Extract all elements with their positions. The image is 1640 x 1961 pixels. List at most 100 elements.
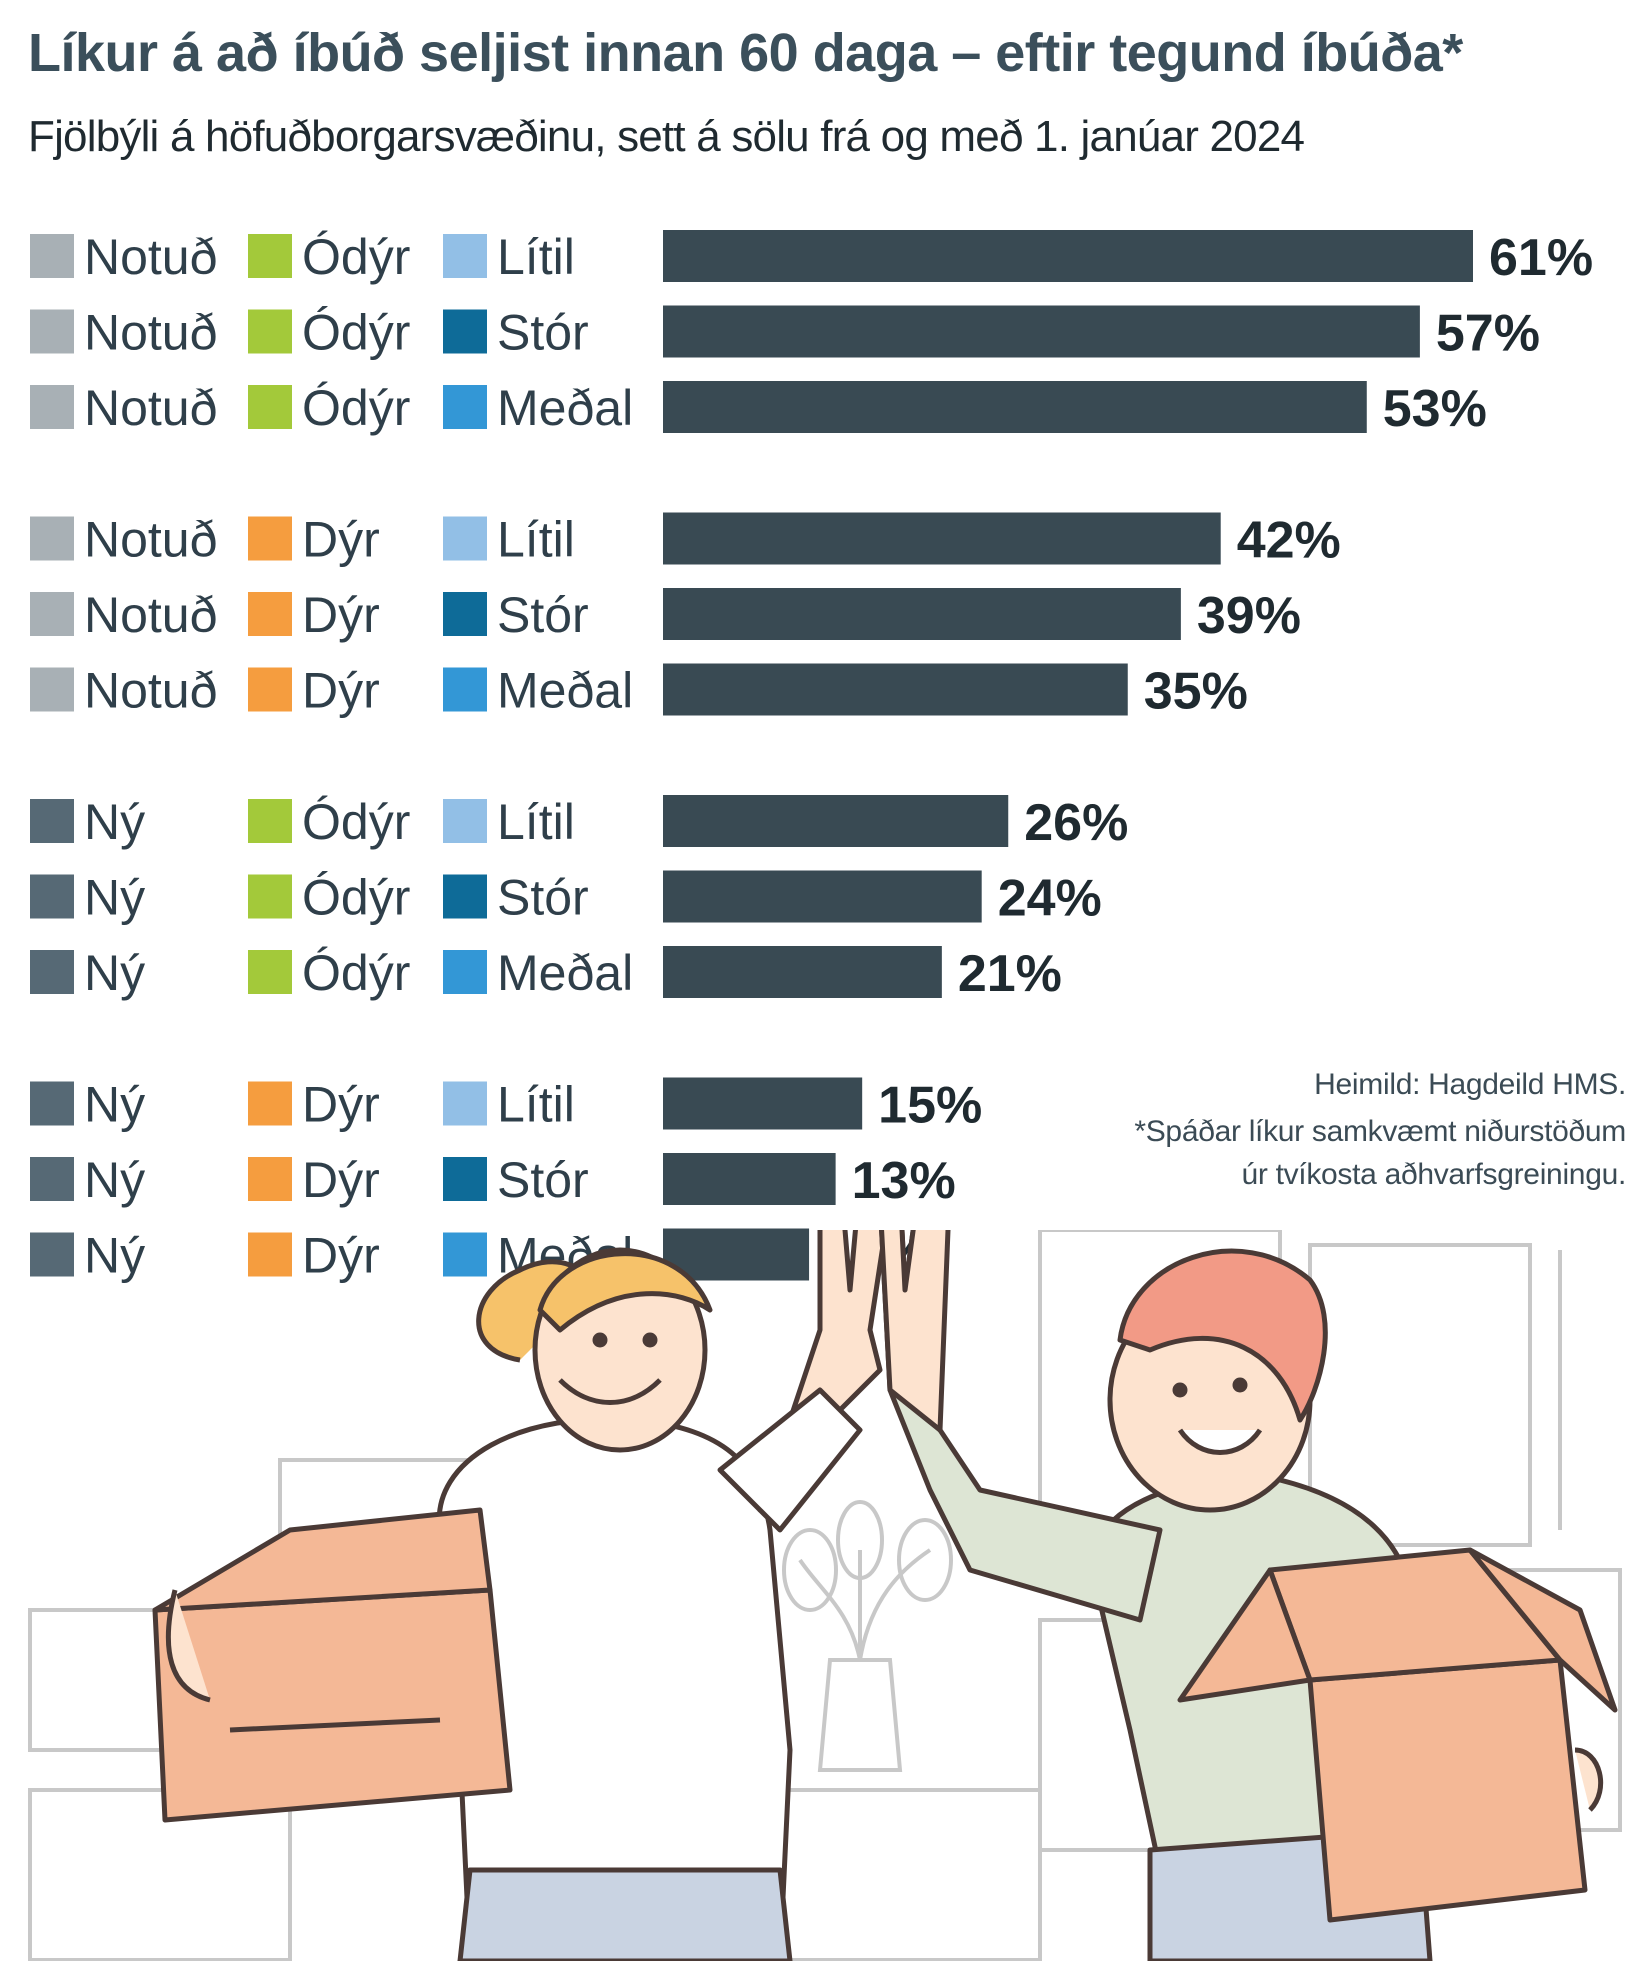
category-swatch (443, 799, 487, 843)
category-swatch (443, 874, 487, 919)
bar (663, 588, 1181, 640)
category-swatch (30, 309, 74, 354)
category-swatch (248, 799, 292, 843)
category-label: Dýr (302, 512, 380, 568)
category-label: Dýr (302, 1077, 380, 1133)
category-swatch (443, 1081, 487, 1126)
chart-subtitle: Fjölbýli á höfuðborgarsvæðinu, sett á sö… (28, 112, 1305, 161)
category-swatch (248, 950, 292, 994)
category-swatch (30, 874, 74, 919)
category-label: Lítil (497, 229, 575, 285)
category-label: Dýr (302, 1152, 380, 1208)
category-label: Notuð (84, 587, 217, 643)
category-label: Ný (84, 870, 145, 926)
bar (663, 946, 942, 998)
bar-value-label: 35% (1144, 663, 1248, 721)
category-label: Ódýr (302, 380, 410, 436)
category-swatch (248, 1157, 292, 1201)
category-swatch (443, 516, 487, 561)
category-swatch (443, 234, 487, 278)
category-swatch (248, 385, 292, 429)
category-swatch (248, 309, 292, 354)
category-label: Notuð (84, 663, 217, 719)
category-swatch (248, 592, 292, 636)
category-swatch (443, 1232, 487, 1277)
bar-value-label: 39% (1197, 587, 1301, 645)
bar (663, 381, 1367, 433)
bar-value-label: 24% (998, 870, 1102, 928)
woman-figure (436, 1230, 888, 1961)
category-swatch (443, 385, 487, 429)
category-label: Ný (84, 1228, 145, 1284)
bar-value-label: 42% (1237, 512, 1341, 570)
category-swatch (30, 799, 74, 843)
category-label: Notuð (84, 305, 217, 361)
category-label: Dýr (302, 587, 380, 643)
footnote-line-1: *Spáðar líkur samkvæmt niðurstöðum (1134, 1115, 1626, 1148)
bar (663, 795, 1009, 847)
bar-value-label: 57% (1436, 305, 1540, 363)
category-label: Ódýr (302, 945, 410, 1001)
bar (663, 230, 1473, 282)
high-five-illustration (28, 1230, 1622, 1961)
category-label: Ódýr (302, 794, 410, 850)
category-label: Stór (497, 587, 589, 643)
category-label: Ódýr (302, 229, 410, 285)
plant-icon (782, 1500, 953, 1772)
category-label: Dýr (302, 663, 380, 719)
category-label: Notuð (84, 512, 217, 568)
category-swatch (248, 667, 292, 712)
category-swatch (248, 874, 292, 919)
category-label: Ný (84, 945, 145, 1001)
category-swatch (30, 1081, 74, 1126)
bar (663, 663, 1128, 716)
category-label: Meðal (497, 380, 633, 436)
bar (663, 1153, 836, 1205)
category-label: Notuð (84, 229, 217, 285)
category-swatch (30, 385, 74, 429)
bar-value-label: 53% (1383, 380, 1487, 438)
category-label: Ný (84, 794, 145, 850)
category-swatch (443, 592, 487, 636)
bar-chart: Notuð Ódýr Lítil 61% Notuð Ódýr Stór 57% Notuð Ód… (30, 229, 1593, 1286)
category-swatch (30, 234, 74, 278)
category-label: Lítil (497, 512, 575, 568)
bar (663, 870, 982, 923)
box-right-icon (1177, 1547, 1618, 1923)
category-label: Lítil (497, 1077, 575, 1133)
category-label: Ódýr (302, 870, 410, 926)
bar (663, 512, 1221, 565)
category-label: Lítil (497, 794, 575, 850)
category-swatch (30, 1232, 74, 1277)
category-label: Stór (497, 305, 589, 361)
bar-value-label: 15% (878, 1077, 982, 1135)
category-swatch (30, 516, 74, 561)
category-label: Stór (497, 870, 589, 926)
category-swatch (248, 1232, 292, 1277)
category-label: Ódýr (302, 305, 410, 361)
category-swatch (30, 592, 74, 636)
category-swatch (248, 1081, 292, 1126)
bar (663, 305, 1420, 358)
category-swatch (443, 667, 487, 712)
category-swatch (248, 516, 292, 561)
source-note: Heimild: Hagdeild HMS. (1314, 1068, 1626, 1101)
category-swatch (30, 1157, 74, 1201)
bar-value-label: 13% (852, 1152, 956, 1210)
category-label: Dýr (302, 1228, 380, 1284)
category-swatch (30, 950, 74, 994)
bar-value-label: 21% (958, 945, 1062, 1003)
bar (663, 1228, 810, 1281)
category-label: Ný (84, 1077, 145, 1133)
box-left-icon (152, 1507, 513, 1823)
bar (663, 1077, 863, 1130)
category-label: Stór (497, 1152, 589, 1208)
chart-title: Líkur á að íbúð seljist innan 60 daga – … (28, 23, 1463, 83)
bar-value-label: 26% (1024, 794, 1128, 852)
category-swatch (443, 1157, 487, 1201)
category-label: Notuð (84, 380, 217, 436)
footnote-line-2: úr tvíkosta aðhvarfsgreiningu. (1241, 1158, 1626, 1191)
category-swatch (30, 667, 74, 712)
category-label: Ný (84, 1152, 145, 1208)
